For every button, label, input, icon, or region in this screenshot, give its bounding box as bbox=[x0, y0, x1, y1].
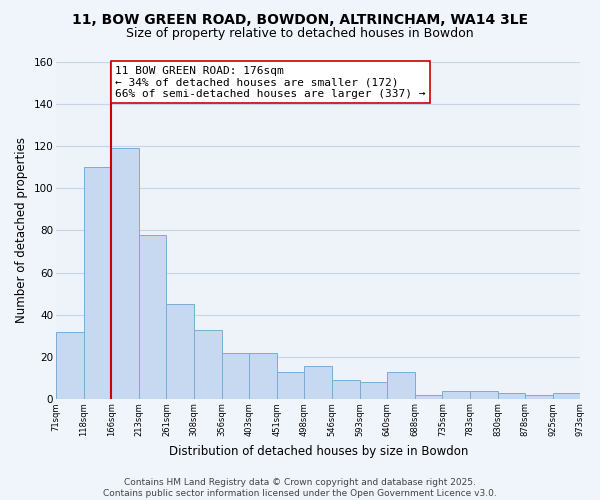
Text: Contains HM Land Registry data © Crown copyright and database right 2025.
Contai: Contains HM Land Registry data © Crown c… bbox=[103, 478, 497, 498]
Bar bbox=[194, 330, 221, 400]
Bar bbox=[111, 148, 139, 400]
Text: 11 BOW GREEN ROAD: 176sqm
← 34% of detached houses are smaller (172)
66% of semi: 11 BOW GREEN ROAD: 176sqm ← 34% of detac… bbox=[115, 66, 426, 99]
Bar bbox=[83, 167, 111, 400]
Bar bbox=[497, 393, 525, 400]
Bar bbox=[304, 366, 332, 400]
Bar bbox=[553, 393, 580, 400]
Text: Size of property relative to detached houses in Bowdon: Size of property relative to detached ho… bbox=[126, 28, 474, 40]
Bar bbox=[221, 353, 249, 400]
Bar bbox=[56, 332, 83, 400]
Bar bbox=[442, 391, 470, 400]
Bar bbox=[249, 353, 277, 400]
Bar bbox=[387, 372, 415, 400]
Bar bbox=[332, 380, 359, 400]
Bar bbox=[277, 372, 304, 400]
X-axis label: Distribution of detached houses by size in Bowdon: Distribution of detached houses by size … bbox=[169, 444, 468, 458]
Bar bbox=[139, 234, 166, 400]
Bar bbox=[359, 382, 387, 400]
Bar bbox=[470, 391, 497, 400]
Text: 11, BOW GREEN ROAD, BOWDON, ALTRINCHAM, WA14 3LE: 11, BOW GREEN ROAD, BOWDON, ALTRINCHAM, … bbox=[72, 12, 528, 26]
Y-axis label: Number of detached properties: Number of detached properties bbox=[15, 138, 28, 324]
Bar bbox=[415, 395, 442, 400]
Bar bbox=[166, 304, 194, 400]
Bar bbox=[525, 395, 553, 400]
